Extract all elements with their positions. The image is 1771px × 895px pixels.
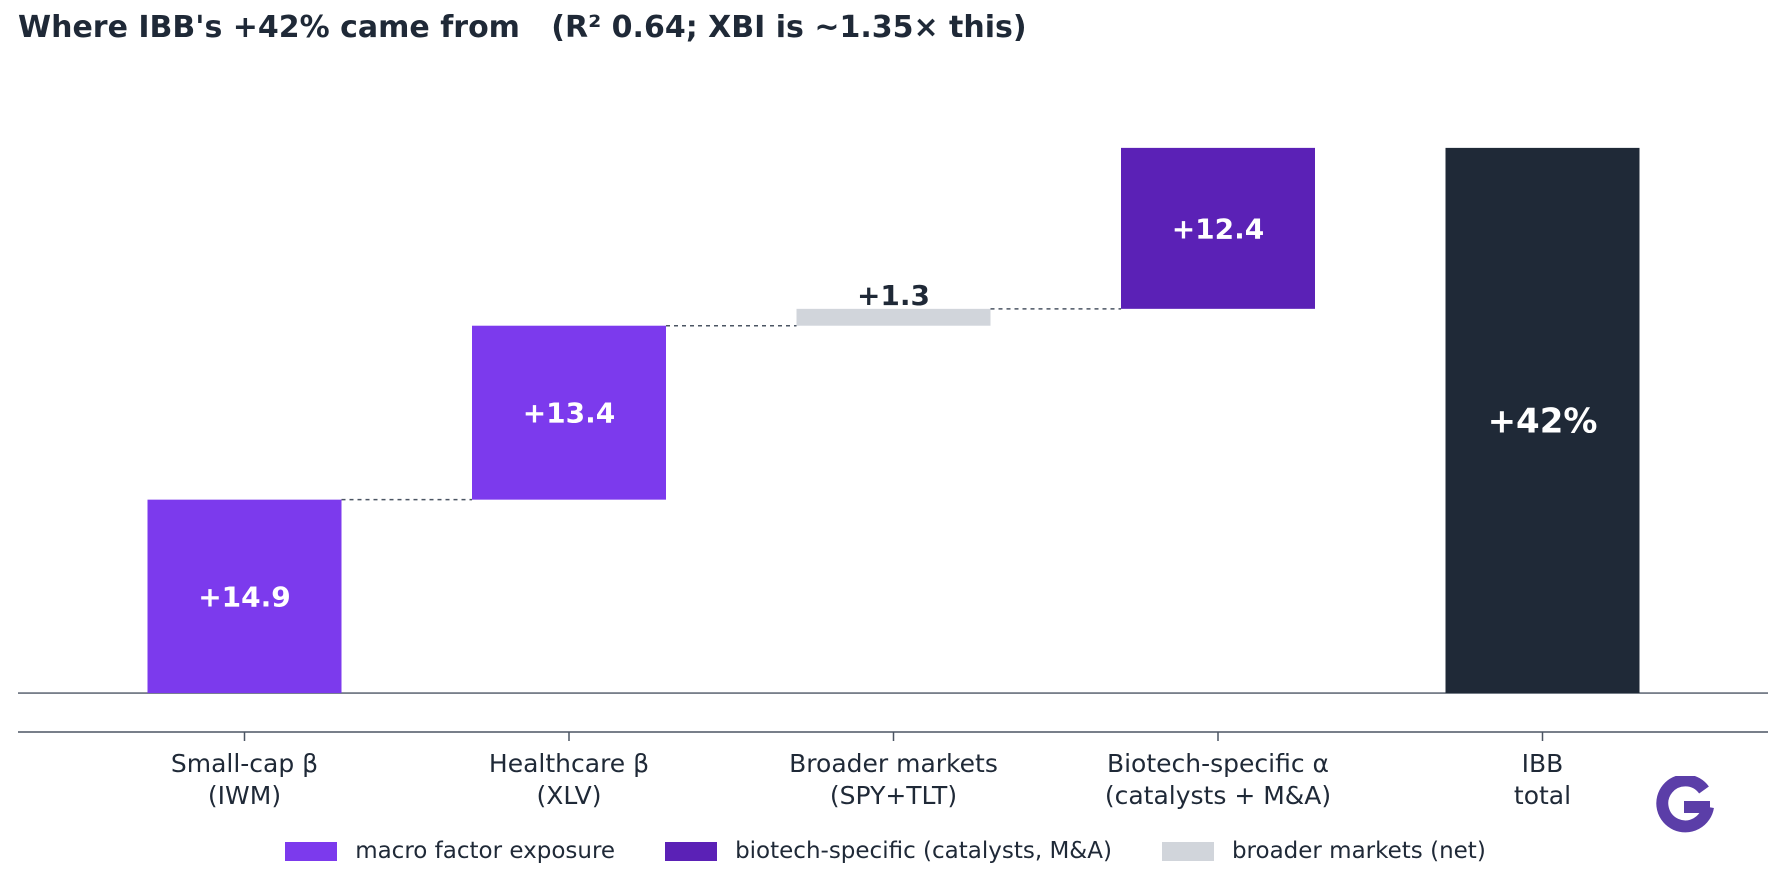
legend-swatch-biotech (665, 841, 718, 861)
bar-0 (147, 499, 342, 694)
data-label-0: +14.9 (198, 580, 291, 613)
legend-item-macro: macro factor exposure (285, 838, 615, 864)
legend-label-broader: broader markets (net) (1231, 838, 1486, 864)
x-tick-label-4-line2: total (1514, 781, 1571, 810)
data-label-4: +42% (1488, 401, 1598, 441)
data-label-1: +13.4 (523, 397, 616, 430)
x-tick-label-1-line1: Healthcare β (489, 749, 649, 778)
x-tick-label-3-line1: Biotech-specific α (1107, 749, 1329, 778)
x-tick-label-0-line2: (IWM) (208, 781, 281, 810)
x-tick-label-2-line1: Broader markets (789, 749, 998, 778)
legend: macro factor exposure biotech-specific (… (0, 838, 1771, 864)
bar-2 (796, 308, 991, 326)
data-label-3: +12.4 (1172, 212, 1265, 245)
x-tick-label-4-line1: IBB (1522, 749, 1564, 778)
bar-3 (1121, 147, 1315, 309)
chart-title: Where IBB's +42% came from (R² 0.64; XBI… (18, 10, 1027, 45)
x-tick-label-1-line2: (XLV) (537, 781, 602, 810)
legend-swatch-macro (285, 841, 338, 861)
legend-swatch-broader (1161, 841, 1214, 861)
data-label-2: +1.3 (857, 279, 930, 312)
legend-label-macro: macro factor exposure (355, 838, 616, 864)
x-tick-label-2-line2: (SPY+TLT) (830, 781, 957, 810)
bar-4 (1445, 147, 1640, 694)
bar-1 (472, 325, 666, 500)
legend-item-broader: broader markets (net) (1161, 838, 1486, 864)
x-tick-label-3-line2: (catalysts + M&A) (1105, 781, 1331, 810)
legend-label-biotech: biotech-specific (catalysts, M&A) (735, 838, 1112, 864)
x-tick-label-0-line1: Small-cap β (171, 749, 318, 778)
waterfall-chart: +14.9 Small-cap β (IWM) +13.4 Healthcare β (X… (18, 147, 1768, 810)
g-logo-icon (1656, 776, 1714, 833)
legend-item-biotech: biotech-specific (catalysts, M&A) (665, 838, 1112, 864)
